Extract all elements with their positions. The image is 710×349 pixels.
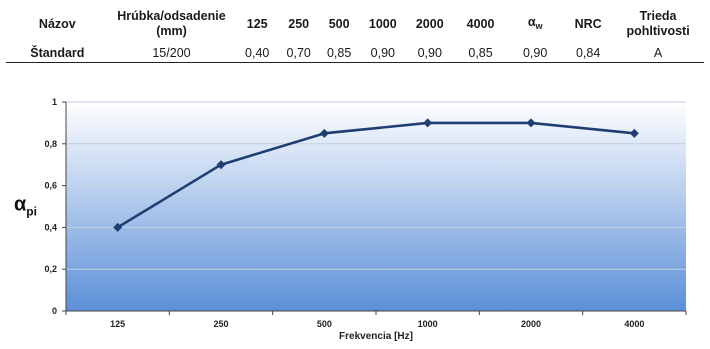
cell-class: A (653, 46, 663, 60)
data-point (113, 222, 123, 232)
data-point (423, 118, 433, 128)
table-row: Štandard 15/200 0,40 0,70 0,85 0,90 0,90… (6, 44, 704, 63)
absorption-table: Názov Hrúbka/odsadenie (mm) 125 250 500 … (6, 4, 704, 63)
absorption-chart: 0 0,2 0,4 0,6 0,8 1 125 250 500 1000 2000 4000 Fre… (14, 97, 687, 342)
header-1000: 1000 (368, 16, 397, 31)
x-tick-label: 4000 (624, 319, 644, 329)
header-depth: Hrúbka/odsadenie (mm) (117, 9, 226, 38)
cell-125: 0,40 (245, 46, 270, 60)
header-2000: 2000 (415, 16, 444, 31)
y-axis: 0 0,2 0,4 0,6 0,8 1 (44, 97, 67, 316)
header-500: 500 (328, 16, 350, 31)
gridlines (66, 101, 686, 270)
header-250: 250 (288, 16, 310, 31)
header-4000: 4000 (466, 16, 495, 31)
data-point (216, 160, 226, 170)
cell-4000: 0,85 (468, 46, 493, 60)
header-125: 125 (246, 16, 268, 31)
cell-nrc: 0,84 (575, 46, 601, 60)
table-header-row: Názov Hrúbka/odsadenie (mm) 125 250 500 … (6, 4, 704, 44)
series-line (116, 121, 635, 229)
x-tick-label: 1000 (418, 319, 438, 329)
cell-alpha-w: 0,90 (522, 46, 548, 60)
y-axis-label: αpi (14, 194, 37, 219)
y-tick-label: 0,8 (44, 139, 57, 149)
cell-1000: 0,90 (370, 46, 395, 60)
x-axis-label: Frekvencia [Hz] (339, 331, 413, 342)
header-alpha-w: αw (527, 14, 543, 31)
y-tick-label: 0 (52, 306, 57, 316)
x-tick-label: 2000 (521, 319, 541, 329)
x-tick-label: 125 (110, 319, 125, 329)
cell-250: 0,70 (286, 46, 311, 60)
header-class: Trieda pohltivosti (626, 9, 690, 38)
x-tick-label: 250 (213, 319, 228, 329)
y-tick-label: 0,2 (44, 264, 57, 274)
data-point (319, 128, 329, 138)
x-tick-label: 500 (317, 319, 332, 329)
x-axis: 125 250 500 1000 2000 4000 (65, 310, 687, 329)
cell-2000: 0,90 (417, 46, 442, 60)
cell-name: Štandard (30, 46, 85, 60)
cell-depth: 15/200 (152, 46, 191, 60)
data-point (526, 118, 536, 128)
data-point (629, 128, 639, 138)
cell-500: 0,85 (326, 46, 352, 60)
plot-area (66, 102, 686, 311)
y-tick-label: 0,4 (44, 222, 57, 232)
header-name: Názov (38, 16, 76, 31)
y-tick-label: 0,6 (44, 181, 57, 191)
header-nrc: NRC (574, 16, 602, 31)
series (113, 118, 639, 232)
y-tick-label: 1 (52, 97, 57, 107)
